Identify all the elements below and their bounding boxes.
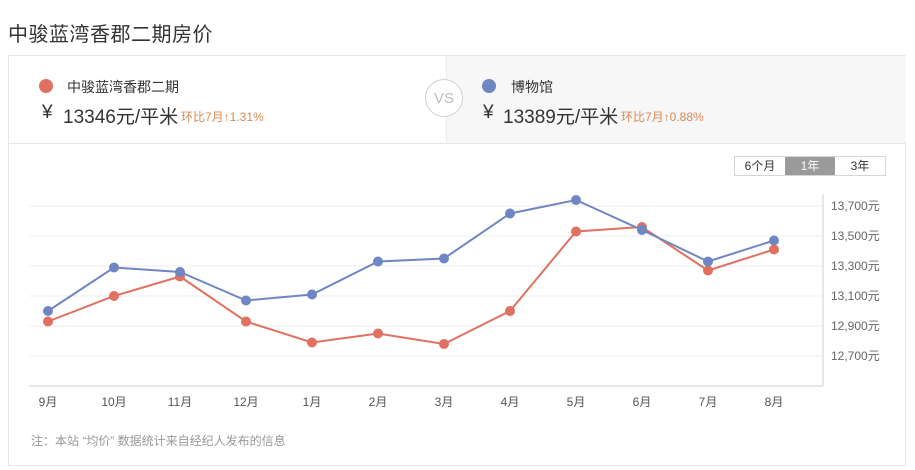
compare-left-name: 中骏蓝湾香郡二期 [67, 79, 179, 95]
data-point [43, 316, 53, 327]
x-tick-label: 11月 [168, 395, 192, 409]
tab-3-years[interactable]: 3年 [850, 159, 870, 173]
y-tick-label: 13,300元 [831, 259, 880, 273]
data-point [43, 306, 53, 316]
x-tick-label: 3月 [435, 395, 454, 409]
data-point [241, 295, 251, 306]
data-point [769, 235, 779, 246]
tab-6-months[interactable]: 6个月 [744, 159, 776, 173]
series-line [47, 198, 775, 312]
data-point [769, 244, 779, 255]
data-point [373, 328, 383, 339]
data-point [571, 195, 581, 205]
data-point [307, 337, 317, 348]
vs-badge: VS [425, 79, 463, 117]
data-point [703, 256, 713, 267]
price-compare-card: 中骏蓝湾香郡二期 ¥ 13346元/平米 环比7月↑1.31% VS 博物馆 ¥… [8, 55, 906, 466]
x-tick-label: 6月 [633, 395, 652, 409]
data-source-note: 注：本站 “均价” 数据统计来自经纪人发布的信息 [31, 434, 286, 448]
x-tick-label: 1月 [303, 395, 322, 409]
compare-right-name: 博物馆 [511, 79, 553, 95]
y-tick-label: 12,900元 [831, 319, 880, 333]
y-tick-label: 13,700元 [831, 199, 880, 213]
data-point [241, 316, 251, 327]
price-line-chart: 13,700元 13,500元 13,300元 13,100元 12,900元 12,70… [29, 194, 880, 409]
y-tick-label: 13,500元 [831, 229, 880, 243]
data-point [505, 208, 515, 219]
data-point [571, 226, 581, 237]
compare-left-price: 13346元/平米 [63, 107, 179, 128]
data-point [109, 291, 119, 301]
x-tick-label: 9月 [39, 395, 58, 409]
compare-header: 中骏蓝湾香郡二期 ¥ 13346元/平米 环比7月↑1.31% VS 博物馆 ¥… [9, 56, 906, 144]
x-tick-label: 8月 [765, 395, 784, 409]
tab-1-year[interactable]: 1年 [785, 157, 835, 175]
legend-dot-left-icon [39, 79, 53, 93]
x-tick-label: 7月 [699, 395, 718, 409]
data-point [307, 289, 317, 300]
compare-right-change: 环比7月↑0.88% [621, 110, 704, 124]
data-point [505, 306, 515, 316]
data-point [703, 265, 713, 276]
data-point [373, 256, 383, 267]
compare-right-price: 13389元/平米 [503, 107, 619, 128]
compare-left-change: 环比7月↑1.31% [181, 110, 264, 124]
currency-icon: ¥ [42, 102, 53, 123]
x-tick-label: 4月 [501, 395, 520, 409]
data-point [439, 339, 449, 349]
page-title: 中骏蓝湾香郡二期房价 [8, 24, 213, 46]
data-point [637, 225, 647, 235]
y-tick-label: 12,700元 [831, 349, 880, 363]
data-point [109, 262, 119, 273]
data-point [175, 267, 185, 277]
compare-left: 中骏蓝湾香郡二期 ¥ 13346元/平米 环比7月↑1.31% [9, 56, 446, 143]
compare-right: 博物馆 ¥ 13389元/平米 环比7月↑0.88% [446, 56, 906, 143]
currency-icon: ¥ [483, 102, 494, 123]
x-tick-label: 12月 [233, 395, 258, 409]
x-tick-label: 2月 [369, 395, 388, 409]
data-point [439, 253, 449, 264]
legend-dot-right-icon [482, 79, 496, 93]
y-tick-label: 13,100元 [831, 289, 880, 303]
x-tick-label: 10月 [101, 395, 126, 409]
x-tick-label: 5月 [567, 395, 586, 409]
time-range-tabs: 6个月 1年 3年 [734, 156, 886, 176]
